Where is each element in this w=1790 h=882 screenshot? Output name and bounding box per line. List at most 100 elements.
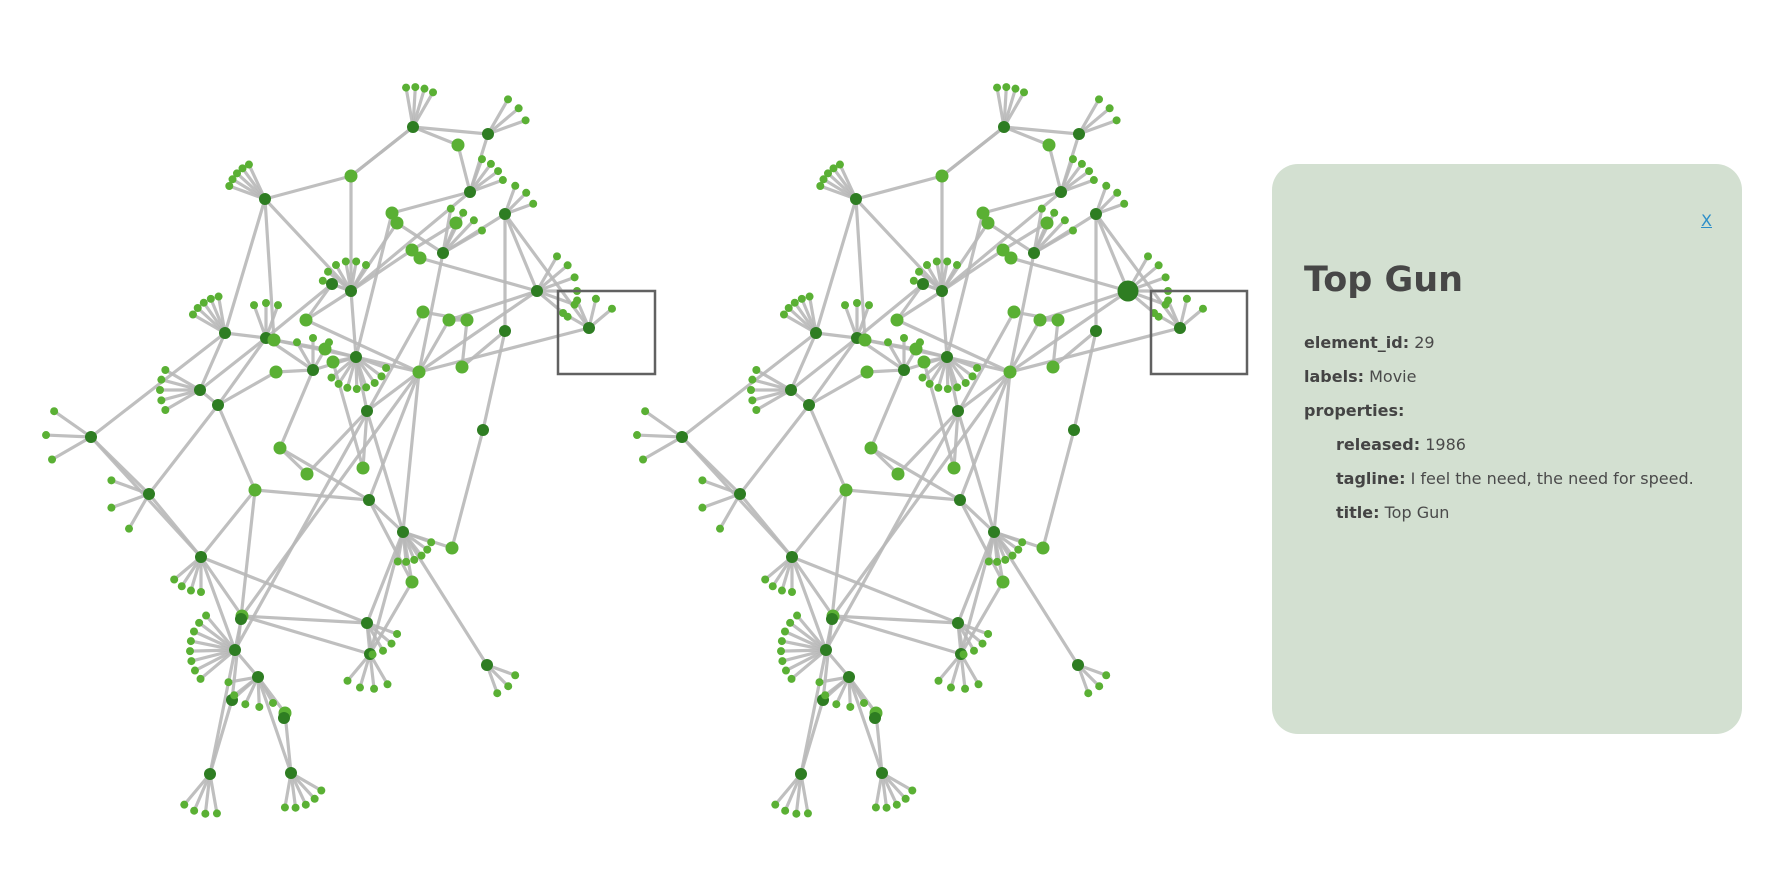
- graph-leaf-node[interactable]: [953, 261, 961, 270]
- graph-leaf-node[interactable]: [778, 657, 787, 666]
- graph-leaf-node[interactable]: [423, 545, 432, 554]
- graph-leaf-node[interactable]: [901, 794, 910, 803]
- graph-node[interactable]: [229, 644, 241, 656]
- graph-leaf-node[interactable]: [916, 338, 924, 347]
- graph-node[interactable]: [405, 243, 419, 257]
- graph-leaf-node[interactable]: [368, 650, 377, 659]
- graph-node[interactable]: [413, 251, 427, 265]
- graph-leaf-node[interactable]: [1014, 545, 1023, 554]
- graph-node[interactable]: [143, 488, 155, 500]
- graph-node[interactable]: [1040, 216, 1054, 230]
- graph-node[interactable]: [850, 193, 862, 205]
- graph-leaf-node[interactable]: [1068, 226, 1077, 235]
- graph-leaf-node[interactable]: [170, 575, 179, 584]
- graph-leaf-node[interactable]: [410, 555, 419, 564]
- graph-node[interactable]: [1072, 659, 1084, 671]
- graph-node[interactable]: [795, 768, 807, 780]
- graph-leaf-node[interactable]: [529, 199, 538, 208]
- graph-leaf-node[interactable]: [379, 646, 387, 655]
- graph-leaf-node[interactable]: [1112, 116, 1121, 125]
- graph-node[interactable]: [252, 671, 264, 683]
- graph-node[interactable]: [416, 305, 430, 319]
- graph-node[interactable]: [935, 169, 949, 183]
- graph-leaf-node[interactable]: [1085, 167, 1094, 176]
- graph-node[interactable]: [988, 526, 1000, 538]
- graph-leaf-node[interactable]: [238, 164, 247, 173]
- graph-node[interactable]: [898, 364, 910, 376]
- graph-leaf-node[interactable]: [343, 676, 352, 685]
- graph-node[interactable]: [460, 313, 474, 327]
- graph-leaf-node[interactable]: [984, 629, 993, 638]
- graph-leaf-node[interactable]: [716, 524, 724, 533]
- graph-leaf-node[interactable]: [1095, 95, 1103, 104]
- graph-leaf-node[interactable]: [1120, 199, 1129, 208]
- graph-node[interactable]: [385, 206, 399, 220]
- graph-leaf-node[interactable]: [1113, 188, 1122, 197]
- graph-leaf-node[interactable]: [161, 406, 170, 414]
- graph-leaf-node[interactable]: [747, 386, 755, 394]
- graph-leaf-node[interactable]: [559, 309, 568, 317]
- graph-leaf-node[interactable]: [1068, 155, 1077, 164]
- graph-leaf-node[interactable]: [262, 299, 270, 307]
- graph-leaf-node[interactable]: [402, 557, 411, 566]
- graph-leaf-node[interactable]: [370, 684, 379, 693]
- graph-node[interactable]: [1007, 305, 1021, 319]
- graph-leaf-node[interactable]: [291, 803, 300, 812]
- graph-leaf-node[interactable]: [748, 396, 757, 405]
- graph-leaf-node[interactable]: [427, 538, 436, 547]
- graph-leaf-node[interactable]: [793, 611, 802, 620]
- graph-leaf-node[interactable]: [563, 261, 572, 270]
- graph-leaf-node[interactable]: [1105, 104, 1114, 113]
- graph-leaf-node[interactable]: [186, 586, 195, 595]
- graph-leaf-node[interactable]: [332, 261, 340, 270]
- graph-node[interactable]: [1073, 128, 1085, 140]
- graph-leaf-node[interactable]: [504, 95, 512, 104]
- graph-leaf-node[interactable]: [607, 304, 616, 313]
- graph-leaf-node[interactable]: [1154, 261, 1163, 270]
- graph-leaf-node[interactable]: [900, 334, 908, 342]
- graph-leaf-node[interactable]: [202, 611, 211, 620]
- graph-leaf-node[interactable]: [823, 169, 832, 178]
- graph-node[interactable]: [204, 768, 216, 780]
- graph-node[interactable]: [361, 405, 373, 417]
- graph-leaf-node[interactable]: [402, 83, 411, 92]
- graph-leaf-node[interactable]: [206, 294, 215, 303]
- graph-leaf-node[interactable]: [698, 503, 707, 512]
- graph-node[interactable]: [212, 399, 224, 411]
- graph-leaf-node[interactable]: [786, 618, 795, 627]
- graph-node[interactable]: [449, 216, 463, 230]
- graph-leaf-node[interactable]: [382, 363, 391, 372]
- graph-leaf-node[interactable]: [784, 304, 793, 313]
- graph-node[interactable]: [1055, 186, 1067, 198]
- graph-leaf-node[interactable]: [882, 803, 891, 812]
- graph-leaf-node[interactable]: [1102, 671, 1111, 680]
- graph-leaf-node[interactable]: [959, 650, 968, 659]
- graph-node[interactable]: [998, 121, 1010, 133]
- graph-node[interactable]: [1046, 360, 1060, 374]
- graph-leaf-node[interactable]: [781, 806, 790, 815]
- graph-leaf-node[interactable]: [698, 476, 707, 485]
- graph-leaf-node[interactable]: [934, 676, 943, 685]
- graph-leaf-node[interactable]: [790, 298, 799, 307]
- graph-leaf-node[interactable]: [411, 83, 420, 92]
- graph-node[interactable]: [451, 138, 465, 152]
- graph-node[interactable]: [891, 467, 905, 481]
- graph-leaf-node[interactable]: [504, 682, 513, 691]
- graph-node[interactable]: [858, 333, 872, 347]
- graph-leaf-node[interactable]: [324, 267, 333, 276]
- graph-node[interactable]: [195, 551, 207, 563]
- graph-leaf-node[interactable]: [301, 800, 310, 809]
- graph-leaf-node[interactable]: [197, 588, 205, 596]
- graph-leaf-node[interactable]: [961, 378, 970, 387]
- graph-node[interactable]: [826, 613, 838, 625]
- graph-node[interactable]: [917, 278, 929, 290]
- graph-node[interactable]: [363, 494, 375, 506]
- graph-node[interactable]: [952, 617, 964, 629]
- graph-leaf-node[interactable]: [318, 276, 327, 285]
- graph-leaf-node[interactable]: [792, 809, 801, 818]
- graph-leaf-node[interactable]: [968, 372, 977, 381]
- graph-node[interactable]: [219, 327, 231, 339]
- graph-node[interactable]: [1042, 138, 1056, 152]
- graph-leaf-node[interactable]: [1198, 304, 1207, 313]
